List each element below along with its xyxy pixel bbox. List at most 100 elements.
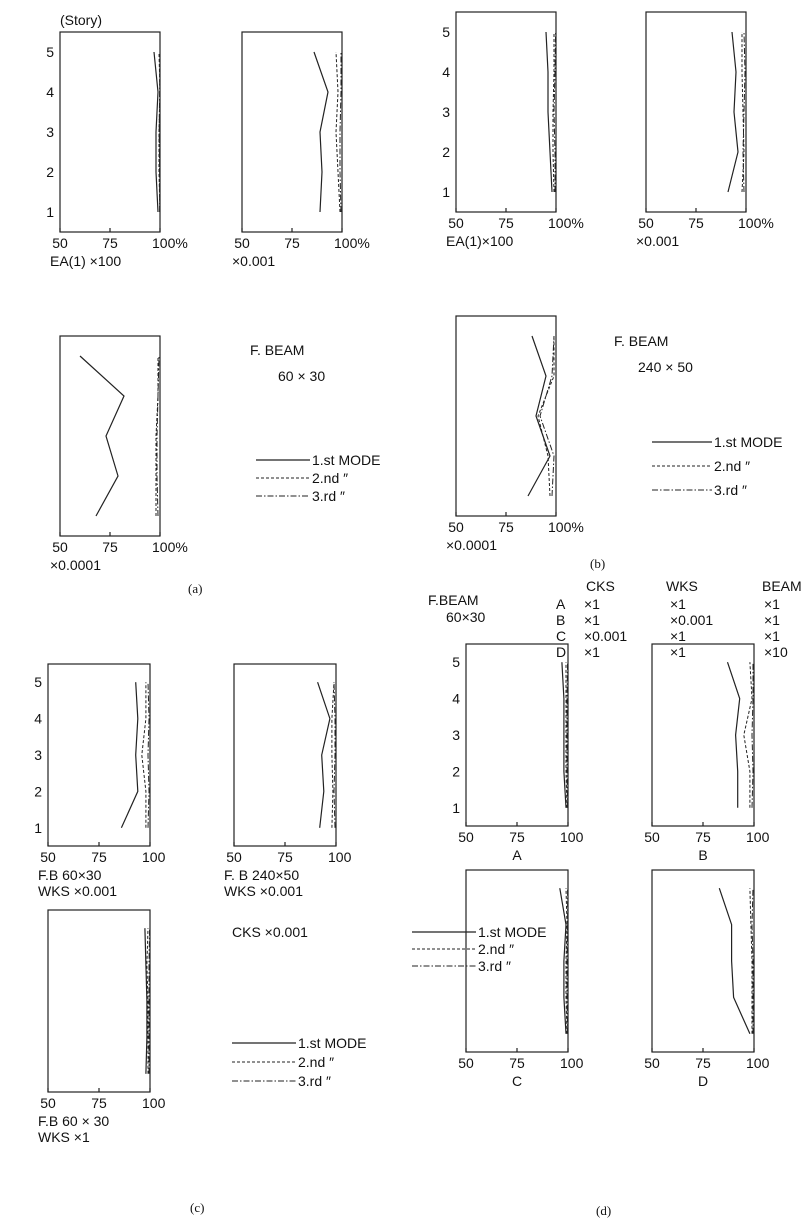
cks-scale-label: CKS ×0.001 xyxy=(232,924,308,940)
mode-3-line xyxy=(148,928,151,1074)
plot-frame xyxy=(455,11,557,213)
axis-caption: B xyxy=(698,847,707,863)
table-row-label: D xyxy=(556,644,566,660)
mode-3-line xyxy=(339,52,342,213)
y-tick-label: 2 xyxy=(452,763,460,779)
x-tick-label: 50 xyxy=(644,1055,660,1071)
y-tick-label: 5 xyxy=(442,24,450,40)
y-tick-label: 4 xyxy=(442,64,450,80)
mode-3-line xyxy=(158,51,161,212)
table-cell: ×1 xyxy=(584,644,600,660)
legend-a-mode2-label: 2.nd ″ xyxy=(312,470,348,486)
mode-1-line xyxy=(545,31,553,193)
chart-panel: 50 75 100% 1 2 3 4 5 EA(1)×100 xyxy=(442,11,584,249)
chart-panel: 50 75 100 B xyxy=(644,643,770,863)
table-cell: ×1 xyxy=(764,612,780,628)
x-tick-label: 100 xyxy=(560,1055,584,1071)
y-tick-label: 5 xyxy=(46,44,54,60)
x-tick-label: 50 xyxy=(638,215,654,231)
axis-caption: F.B 60 × 30 xyxy=(38,1113,109,1129)
x-tick-label: 75 xyxy=(688,215,704,231)
story-axis-unit: (Story) xyxy=(60,12,102,28)
axis-caption: WKS ×0.001 xyxy=(38,883,117,899)
y-tick-label: 3 xyxy=(452,727,460,743)
x-tick-label: 75 xyxy=(91,1095,107,1111)
x-tick-label: 100% xyxy=(548,215,584,231)
x-tick-label: 100% xyxy=(152,235,188,251)
chart-panel: 50 75 100% ×0.0001 xyxy=(446,315,584,553)
table-header-beam: BEAM xyxy=(762,578,802,594)
chart-panel: 50 75 100% ×0.0001 xyxy=(50,335,188,573)
mode-1-line xyxy=(727,31,739,193)
x-tick-label: 75 xyxy=(509,1055,525,1071)
x-tick-label: 50 xyxy=(448,519,464,535)
x-tick-label: 100 xyxy=(746,1055,770,1071)
mode-2-line xyxy=(335,51,341,213)
mode-1-line xyxy=(726,662,741,808)
y-tick-label: 3 xyxy=(34,747,42,763)
y-tick-label: 2 xyxy=(46,164,54,180)
chart-panel: 50 75 100% ×0.001 xyxy=(232,31,370,269)
x-tick-label: 75 xyxy=(498,519,514,535)
mode-1-line xyxy=(559,888,567,1034)
mode-2-line xyxy=(565,662,568,808)
legend-c-mode2-label: 2.nd ″ xyxy=(298,1054,334,1070)
mode-3-line xyxy=(147,682,150,828)
fbeam-d-size: 60×30 xyxy=(446,609,486,625)
parameter-table: CKS WKS BEAM A ×1 ×1 ×1 B ×1 ×0.001 ×1 C… xyxy=(556,578,802,660)
x-tick-label: 100 xyxy=(328,849,352,865)
x-tick-label: 50 xyxy=(458,829,474,845)
y-tick-label: 1 xyxy=(442,184,450,200)
mode-3-line xyxy=(553,31,557,192)
axis-caption: D xyxy=(698,1073,708,1089)
mode-1-line xyxy=(144,928,148,1074)
chart-panel: 50 75 100 1 2 3 4 5 A xyxy=(452,643,584,863)
legend-a-mode1-label: 1.st MODE xyxy=(312,452,380,468)
mode-1-line xyxy=(313,51,329,213)
plot-frame xyxy=(241,31,343,233)
y-tick-label: 2 xyxy=(442,144,450,160)
axis-caption: EA(1) ×100 xyxy=(50,253,121,269)
legend-c-mode3-label: 3.rd ″ xyxy=(298,1073,331,1089)
table-cell: ×1 xyxy=(584,596,600,612)
plot-frame xyxy=(651,869,755,1053)
x-tick-label: 75 xyxy=(695,829,711,845)
table-cell: ×1 xyxy=(670,596,686,612)
y-tick-label: 1 xyxy=(46,204,54,220)
mode-2-line xyxy=(155,356,159,516)
mode-2-line xyxy=(146,928,149,1074)
mode-1-line xyxy=(561,662,567,808)
table-cell: ×1 xyxy=(670,644,686,660)
legend-b-mode1-label: 1.st MODE xyxy=(714,434,782,450)
legend-d-mode3-label: 3.rd ″ xyxy=(478,958,511,974)
x-tick-label: 75 xyxy=(277,849,293,865)
x-tick-label: 100% xyxy=(334,235,370,251)
fbeam-b-size: 240 × 50 xyxy=(638,359,693,375)
axis-caption: F. B 240×50 xyxy=(224,867,299,883)
y-tick-label: 1 xyxy=(34,820,42,836)
plot-frame xyxy=(455,315,557,517)
x-tick-label: 50 xyxy=(40,849,56,865)
x-tick-label: 75 xyxy=(102,539,118,555)
panel-c-label: (c) xyxy=(190,1200,204,1215)
chart-panel: 50 75 100% ×0.001 xyxy=(636,11,774,249)
plot-frame xyxy=(59,335,161,537)
legend-a: 1.st MODE 2.nd ″ 3.rd ″ xyxy=(256,452,380,504)
mode-3-line xyxy=(566,888,569,1034)
plot-frame xyxy=(47,909,151,1093)
axis-caption: EA(1)×100 xyxy=(446,233,514,249)
x-tick-label: 50 xyxy=(52,539,68,555)
y-tick-label: 5 xyxy=(34,674,42,690)
x-tick-label: 50 xyxy=(226,849,242,865)
mode-2-line xyxy=(331,682,335,828)
mode-1-line xyxy=(317,682,331,828)
table-cell: ×10 xyxy=(764,644,788,660)
chart-panel: 50 75 100% 1 2 3 4 5 EA(1) ×100 xyxy=(46,31,188,269)
mode-2-line xyxy=(537,336,555,497)
y-tick-label: 1 xyxy=(452,800,460,816)
y-tick-label: 4 xyxy=(452,691,460,707)
axis-caption: C xyxy=(512,1073,522,1089)
table-row-label: C xyxy=(556,628,566,644)
axis-caption: ×0.0001 xyxy=(50,557,101,573)
